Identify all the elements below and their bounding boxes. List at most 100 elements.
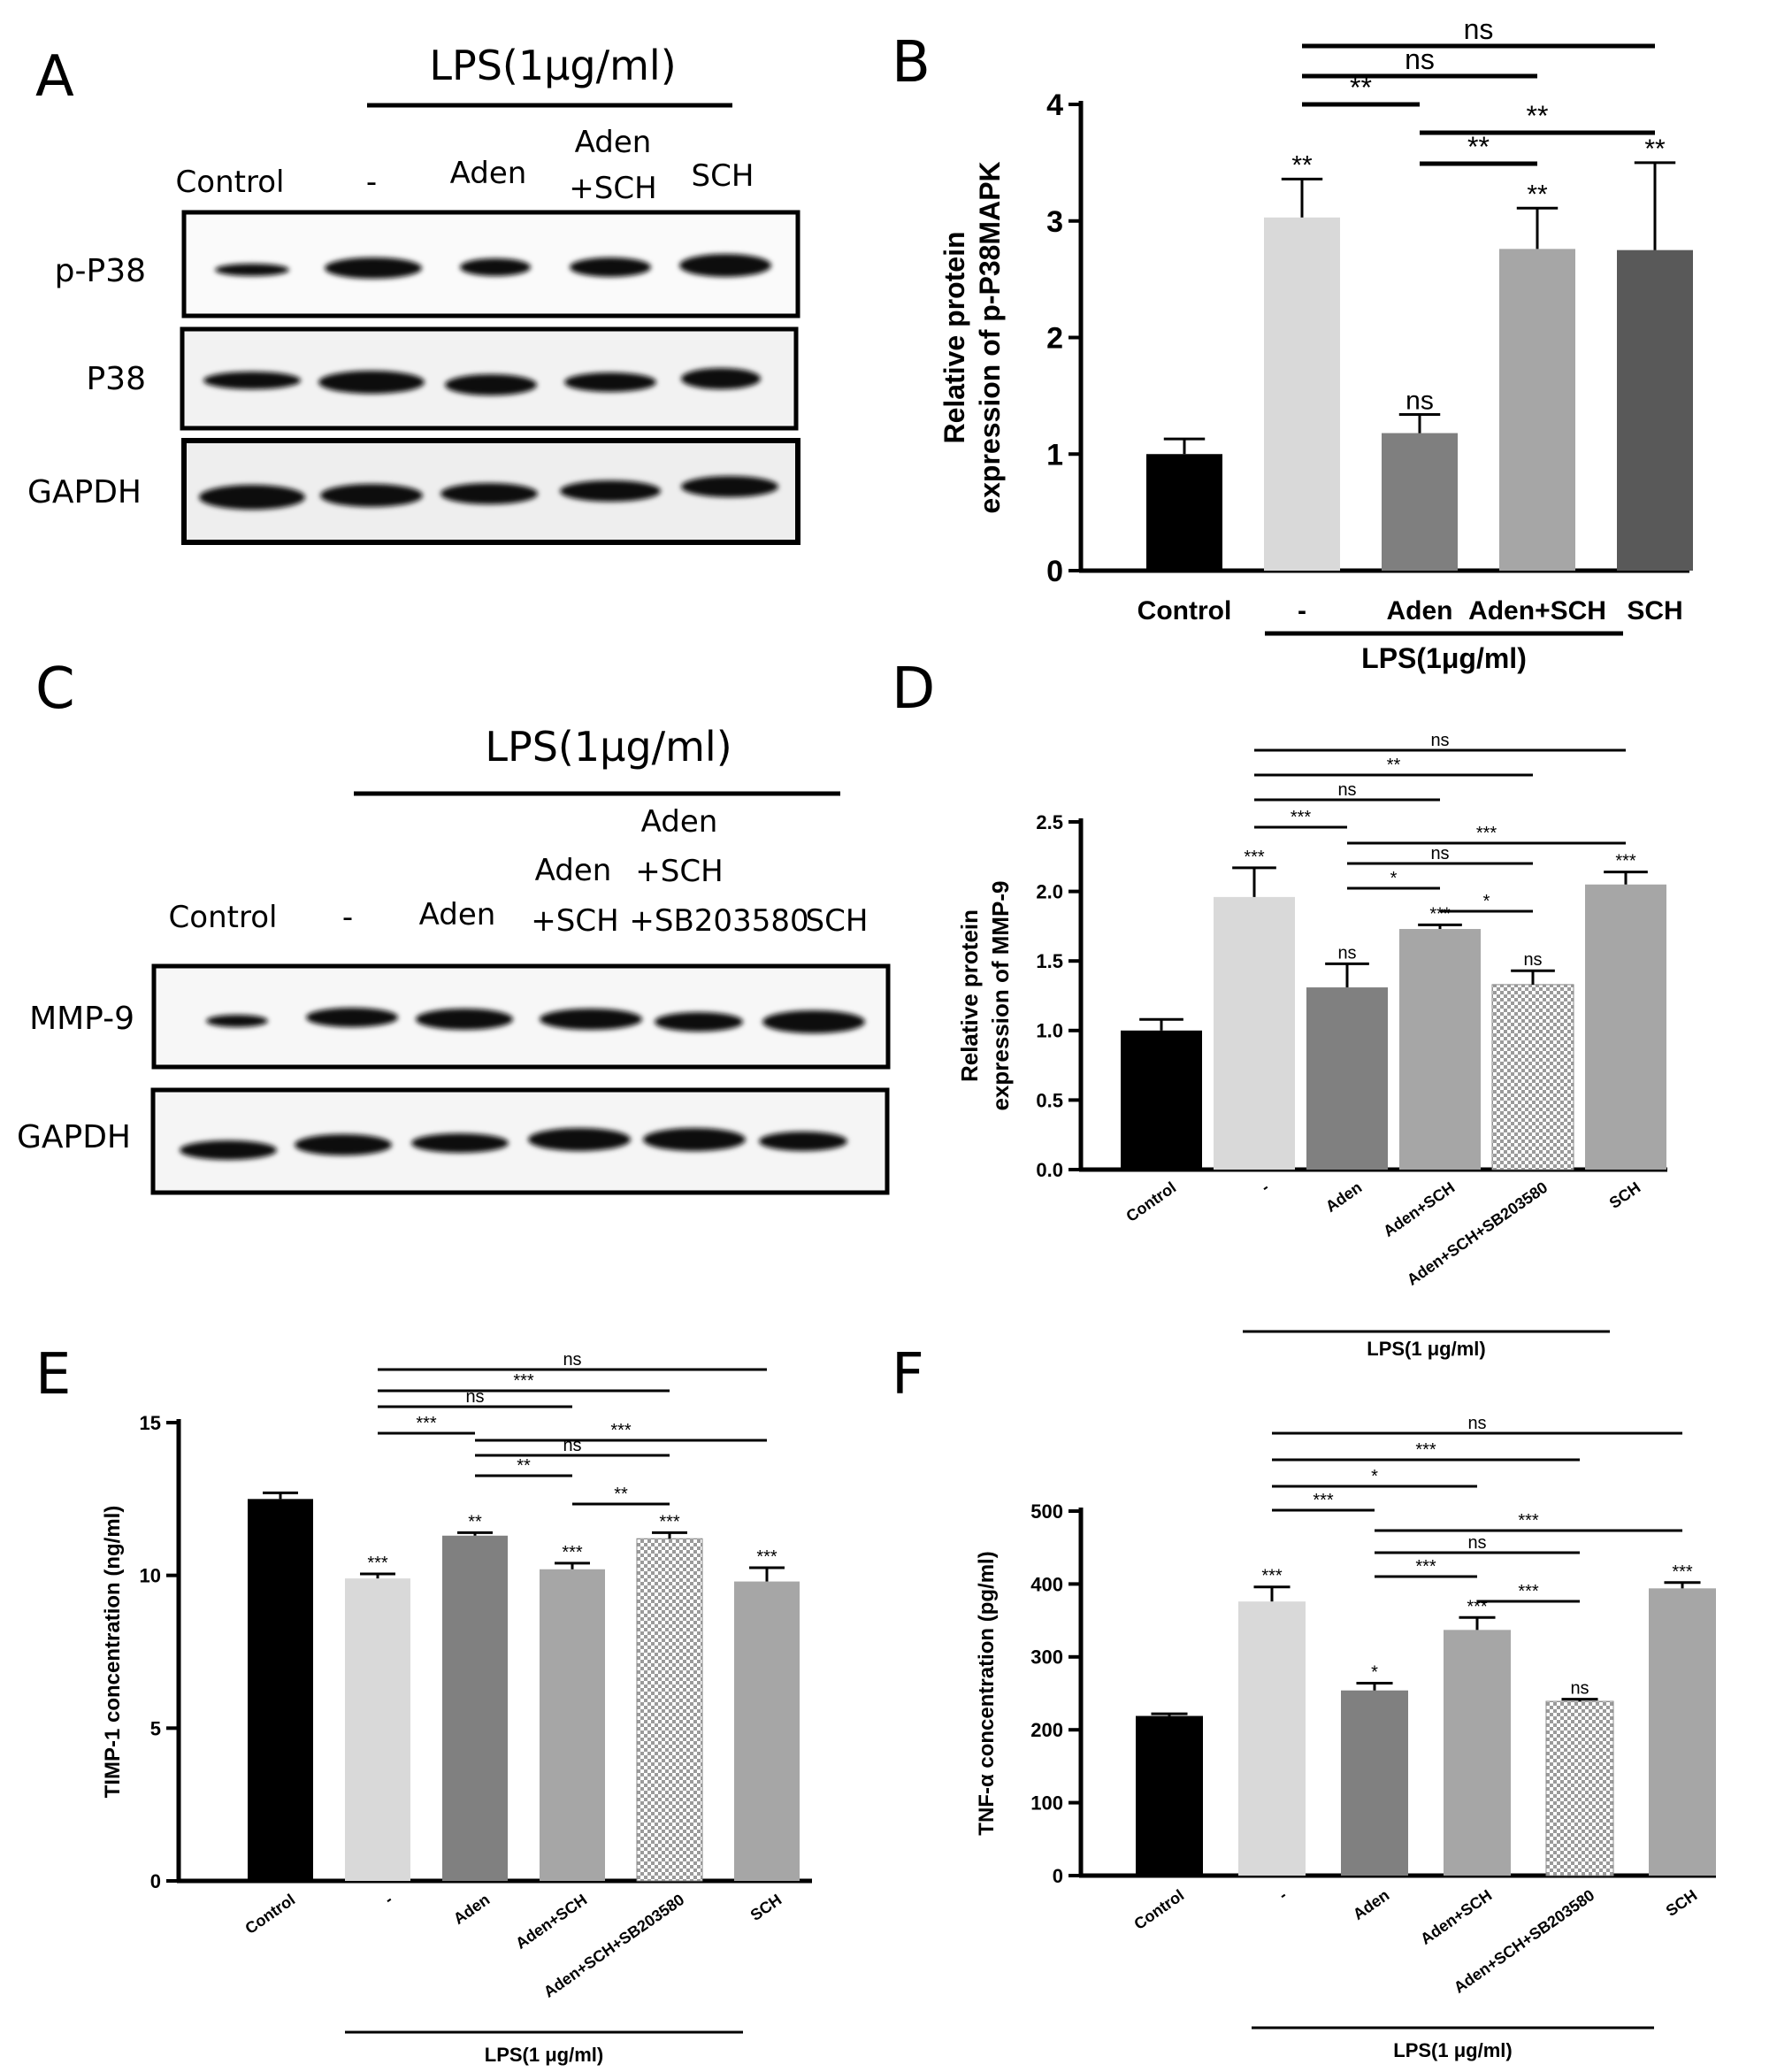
- y-axis-label-line2: expression of MMP-9: [987, 880, 1014, 1110]
- comparison-label: ns: [1405, 43, 1435, 75]
- significance-mark: ***: [562, 1543, 583, 1562]
- bar-: [345, 1578, 410, 1881]
- blot-a-row-gapdh: GAPDH: [27, 474, 142, 510]
- y-tick-label: 2.0: [1036, 881, 1063, 903]
- band-p38-4: [564, 372, 656, 392]
- chart-b: 0 1 2 3 4 Relative protein expression of p-P38…: [938, 13, 1693, 674]
- band-pp38-1: [215, 264, 289, 276]
- panel-label-e: E: [35, 1342, 71, 1408]
- band-gapdh-c-1: [180, 1140, 277, 1160]
- category-label: -: [1298, 596, 1306, 625]
- lps-group-label: LPS(1 μg/ml): [1393, 2039, 1512, 2061]
- significance-mark: **: [1527, 180, 1548, 209]
- comparison-label: ns: [1430, 844, 1449, 863]
- y-axis-label-line1: Relative protein: [938, 231, 970, 443]
- bar-: [1238, 1601, 1306, 1876]
- blot-c-col-control: Control: [169, 900, 278, 935]
- bar-sch: [734, 1581, 800, 1881]
- category-label: SCH: [1663, 1886, 1701, 1920]
- band-gapdh-c-2: [295, 1134, 392, 1155]
- panel-label-b: B: [892, 30, 931, 96]
- significance-mark: ***: [1672, 1562, 1693, 1582]
- category-label: Aden: [1322, 1178, 1365, 1216]
- y-tick-label: 0.0: [1036, 1159, 1063, 1181]
- band-mmp9-4: [540, 1009, 642, 1030]
- blot-c: LPS(1μg/ml) Control - Aden Aden +SCH Ade…: [17, 723, 891, 1195]
- bar-aden: [1341, 1690, 1408, 1876]
- comparison-label: **: [1387, 756, 1401, 775]
- y-tick-label: 15: [140, 1412, 161, 1434]
- blot-c-col-triple-3: +SB203580: [629, 903, 808, 939]
- comparison-label: ns: [1337, 780, 1356, 800]
- comparison-label: ***: [1518, 1511, 1539, 1531]
- category-label: -: [1258, 1178, 1272, 1196]
- blot-c-lps-label: LPS(1μg/ml): [485, 723, 731, 771]
- blot-a-col-control: Control: [176, 165, 285, 200]
- band-gapdh-a-1: [199, 485, 305, 510]
- blot-c-col-minus: -: [342, 900, 353, 935]
- y-tick-label: 0.5: [1036, 1089, 1063, 1111]
- category-label: SCH: [1606, 1178, 1644, 1212]
- y-tick-label: 400: [1030, 1573, 1063, 1595]
- blot-a-col-adensch-2: +SCH: [569, 171, 656, 206]
- blot-c-col-aden: Aden: [419, 897, 496, 932]
- blot-c-col-adensch-2: +SCH: [531, 903, 618, 939]
- blot-a-row-p38: P38: [86, 361, 146, 397]
- band-mmp9-3: [416, 1009, 513, 1030]
- y-tick-label: 3: [1046, 205, 1063, 239]
- blot-c-col-sch: SCH: [806, 903, 869, 939]
- bar-aden-sch: [540, 1569, 605, 1881]
- blot-c-col-adensch-1: Aden: [535, 853, 612, 888]
- category-label: SCH: [1627, 596, 1682, 625]
- band-gapdh-a-2: [320, 484, 423, 507]
- comparison-label: *: [1371, 1467, 1378, 1486]
- blot-c-row-mmp9: MMP-9: [29, 1001, 134, 1037]
- bar-aden-sch-sb203580: [636, 1538, 703, 1882]
- comparison-label: **: [1467, 131, 1490, 163]
- band-p38-2: [318, 371, 425, 394]
- blot-a-col-adensch-1: Aden: [575, 125, 652, 160]
- band-pp38-4: [570, 257, 651, 277]
- comparison-label: ***: [610, 1421, 632, 1440]
- chart-d: 0.0 0.5 1.0 1.5 2.0 2.5 Relative protein expres…: [956, 731, 1667, 1360]
- blot-a-col-minus: -: [366, 165, 377, 200]
- blot-a-col-sch: SCH: [692, 158, 754, 194]
- bar-sch: [1585, 884, 1666, 1170]
- band-pp38-2: [325, 257, 422, 279]
- category-label: Control: [1130, 1886, 1187, 1933]
- comparison-label: ns: [563, 1350, 581, 1370]
- band-p38-3: [445, 374, 537, 395]
- bar-control: [1146, 454, 1222, 571]
- significance-mark: **: [1291, 150, 1313, 180]
- comparison-label: ns: [1464, 13, 1494, 45]
- comparison-label: ns: [1467, 1414, 1486, 1433]
- comparison-label: **: [1350, 72, 1372, 104]
- blot-a-lps-label: LPS(1μg/ml): [429, 42, 676, 89]
- band-gapdh-c-5: [643, 1128, 746, 1151]
- y-axis-label: TNF-α concentration (pg/ml): [975, 1551, 999, 1835]
- category-label: Aden+SCH: [1468, 596, 1606, 625]
- band-gapdh-a-3: [440, 483, 538, 504]
- comparison-label: *: [1390, 869, 1398, 888]
- y-tick-label: 300: [1030, 1646, 1063, 1669]
- band-gapdh-c-4: [528, 1128, 631, 1151]
- comparison-label: ***: [416, 1414, 437, 1433]
- significance-mark: ***: [1261, 1567, 1283, 1586]
- blot-c-row-gapdh: GAPDH: [17, 1119, 131, 1155]
- panel-label-d: D: [892, 656, 935, 722]
- y-tick-label: 0: [1053, 1865, 1063, 1887]
- blot-a-row-pp38: p-P38: [55, 253, 146, 289]
- band-pp38-3: [460, 258, 531, 276]
- significance-mark: **: [1644, 134, 1666, 164]
- blot-c-col-triple-2: +SCH: [635, 854, 723, 889]
- chart-f: 0 100 200 300 400 500 TNF-α concentration (pg/…: [975, 1414, 1716, 2061]
- bar-: [1264, 217, 1340, 572]
- comparison-label: ns: [1430, 731, 1449, 750]
- bar-aden: [1382, 433, 1458, 571]
- significance-mark: ***: [1615, 852, 1636, 871]
- y-tick-label: 500: [1030, 1500, 1063, 1523]
- band-mmp9-1: [206, 1015, 268, 1027]
- band-p38-5: [681, 368, 761, 389]
- band-gapdh-c-3: [411, 1133, 509, 1153]
